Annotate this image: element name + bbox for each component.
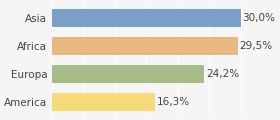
Text: 30,0%: 30,0%: [242, 13, 276, 23]
Text: 29,5%: 29,5%: [239, 41, 272, 51]
Bar: [52, 9, 241, 27]
Text: 16,3%: 16,3%: [157, 97, 190, 107]
Text: 24,2%: 24,2%: [206, 69, 239, 79]
Bar: [52, 93, 155, 111]
Bar: [52, 65, 204, 83]
Bar: [52, 37, 237, 55]
